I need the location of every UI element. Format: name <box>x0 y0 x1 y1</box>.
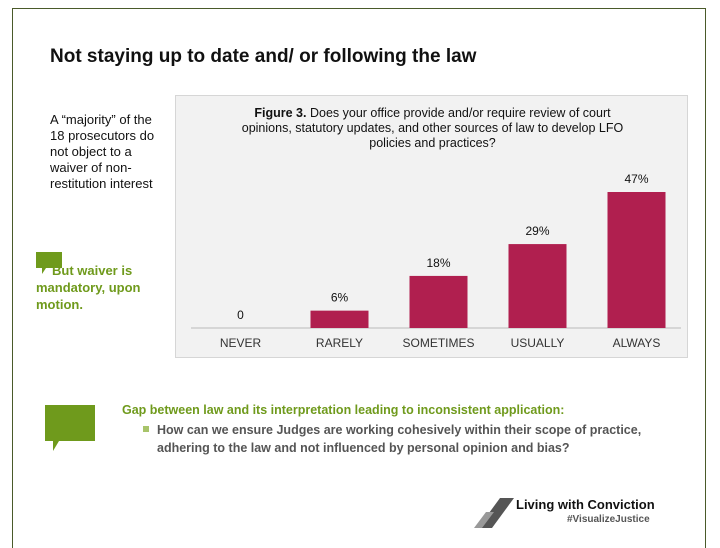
logo-tag: #VisualizeJustice <box>567 514 650 525</box>
callout-icon <box>36 252 62 274</box>
bottom-heading: Gap between law and its interpretation l… <box>122 403 565 417</box>
bullet <box>143 426 149 432</box>
bar <box>409 275 468 328</box>
callout: But waiver is mandatory, upon motion. <box>36 263 141 312</box>
side-note: A “majority” of the 18 prosecutors do no… <box>50 112 155 191</box>
frame <box>12 8 706 548</box>
logo-name: Living with Conviction <box>516 497 655 512</box>
value-label: 29% <box>525 224 549 238</box>
plot: 0 NEVER 6% RARELY 18% SOMETIMES 29% USUALLY 47% A… <box>191 172 681 350</box>
category-label: USUALLY <box>511 336 565 350</box>
category-label: NEVER <box>220 336 262 350</box>
category-label: RARELY <box>316 336 363 350</box>
bar <box>310 310 369 328</box>
bottom-bullet: How can we ensure Judges are working coh… <box>157 423 642 455</box>
figure-label: Figure 3. <box>254 106 307 120</box>
chart: Figure 3. Does your office provide and/o… <box>175 95 688 358</box>
category-label: SOMETIMES <box>402 336 474 350</box>
value-label: 0 <box>237 308 244 322</box>
slide-title: Not staying up to date and/ or following… <box>50 46 477 67</box>
category-label: ALWAYS <box>613 336 661 350</box>
comment-icon <box>45 405 95 451</box>
logo-mark <box>474 498 514 528</box>
value-label: 18% <box>426 256 450 270</box>
value-label: 47% <box>624 172 648 186</box>
value-label: 6% <box>331 291 349 305</box>
bar <box>607 192 666 328</box>
chart-title: Figure 3. Does your office provide and/o… <box>236 106 629 151</box>
bar <box>508 244 567 328</box>
chart-title-text: Does your office provide and/or require … <box>241 106 624 150</box>
